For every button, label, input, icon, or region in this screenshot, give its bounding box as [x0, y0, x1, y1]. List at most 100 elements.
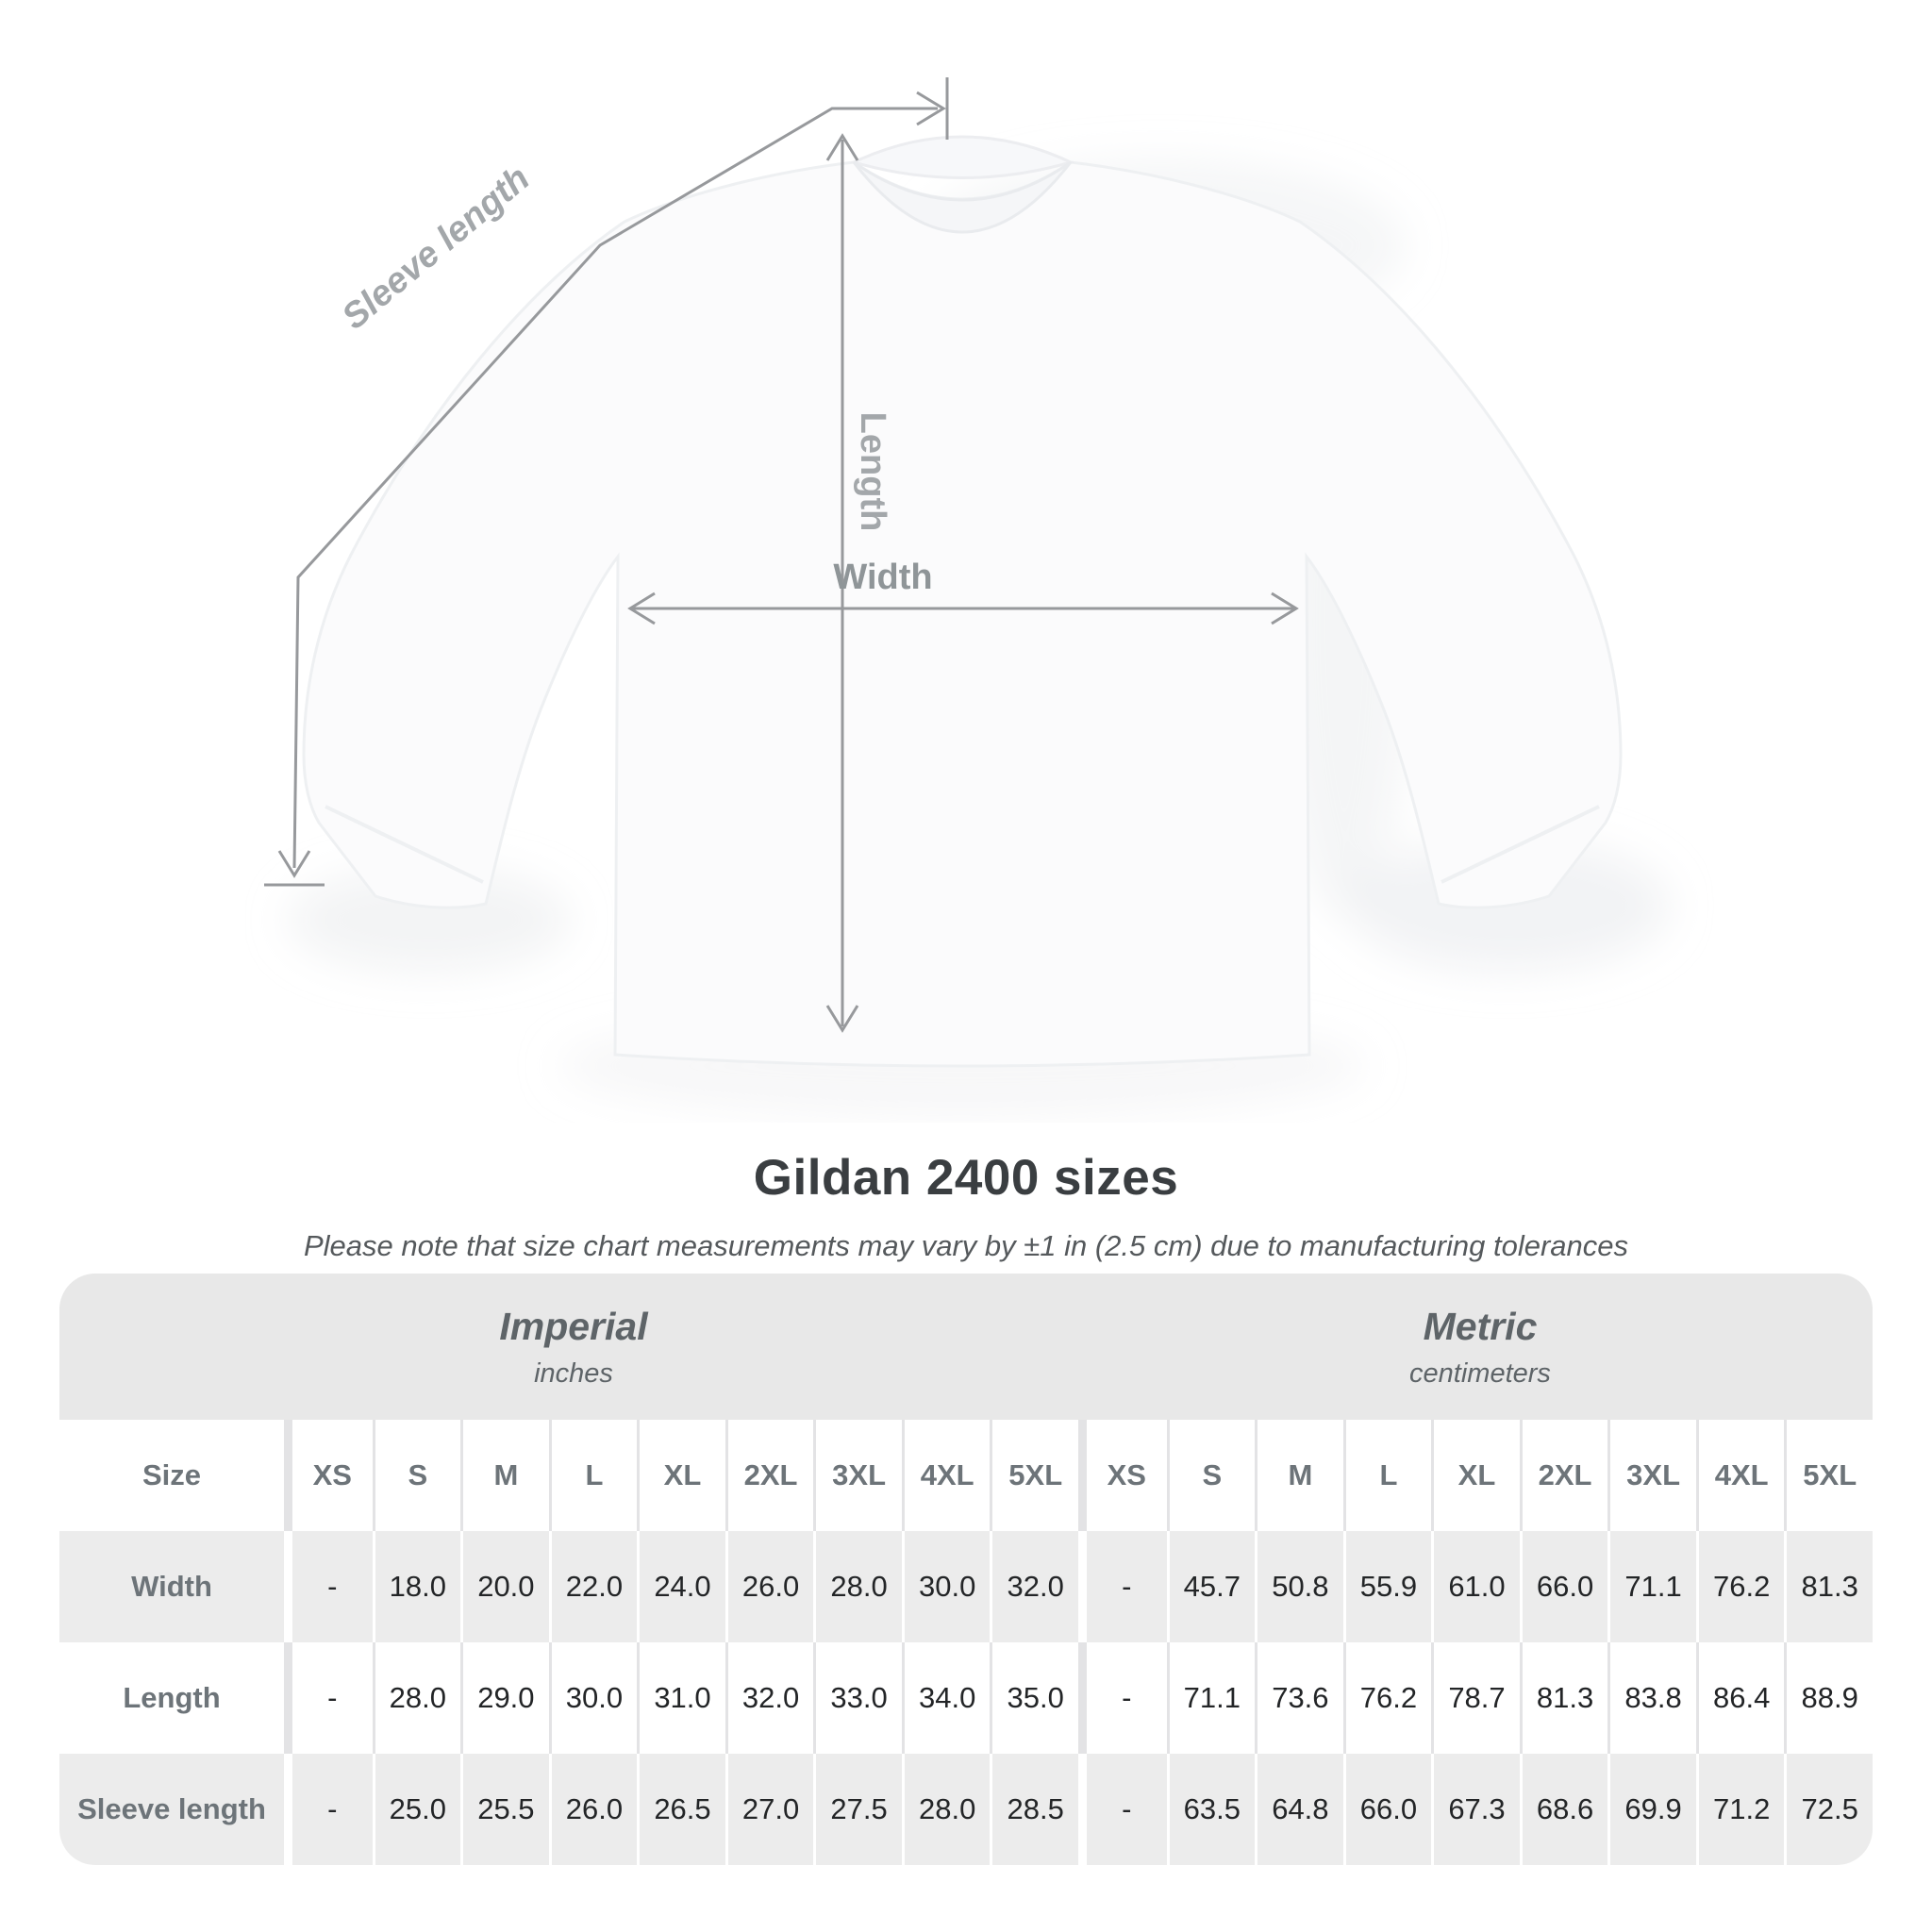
- length-arrow-up-icon: [825, 133, 859, 161]
- measurement-cell: -: [284, 1754, 373, 1865]
- metric-label: Metric: [1423, 1304, 1538, 1348]
- size-corner-label: Size: [142, 1458, 202, 1491]
- measurement-cell: -: [1078, 1531, 1167, 1642]
- measurement-cell: 30.0: [548, 1642, 638, 1754]
- width-arrow-left-icon: [627, 591, 656, 625]
- size-column-header: XL: [637, 1420, 725, 1531]
- width-arrow-right-icon: [1271, 591, 1299, 625]
- size-column-header: S: [1166, 1420, 1256, 1531]
- size-column-header: 3XL: [813, 1420, 902, 1531]
- length-label: Length: [853, 412, 892, 532]
- imperial-header: Imperial inches: [59, 1274, 1088, 1420]
- measurement-cell: 71.2: [1695, 1754, 1785, 1865]
- page-title: Gildan 2400 sizes: [753, 1150, 1179, 1206]
- measurement-cell: -: [284, 1531, 373, 1642]
- measurement-cell: 27.5: [813, 1754, 902, 1865]
- measurement-cell: 35.0: [990, 1642, 1078, 1754]
- measurement-row: Length -28.0 29.0 30.0 31.0 32.0 33.0 34.0 35.0-…: [59, 1642, 1873, 1754]
- measurement-cell: 83.8: [1607, 1642, 1696, 1754]
- measurement-cell: 34.0: [901, 1642, 991, 1754]
- measurement-cell: 69.9: [1607, 1754, 1696, 1865]
- size-column-header: XL: [1431, 1420, 1520, 1531]
- size-table: Imperial inches Metric centimeters Size X…: [59, 1274, 1873, 1865]
- shirt-left-cuff-seam: [325, 805, 484, 884]
- measurement-cell: 25.5: [460, 1754, 549, 1865]
- measurement-cell: 33.0: [813, 1642, 902, 1754]
- measurement-cell: 71.1: [1607, 1531, 1696, 1642]
- size-grid: Size XS S M L XL 2XL 3XL 4XL 5XL XS S M L XL 2XL 3XL 4XL 5…: [59, 1420, 1873, 1865]
- measurement-cell: 71.1: [1166, 1642, 1256, 1754]
- measurement-cell: 18.0: [372, 1531, 461, 1642]
- measurement-cell: 73.6: [1255, 1642, 1343, 1754]
- measurement-cell: 81.3: [1519, 1642, 1608, 1754]
- measurement-cell: 64.8: [1255, 1754, 1343, 1865]
- row-label: Width: [131, 1570, 212, 1603]
- measurement-cell: 25.0: [372, 1754, 461, 1865]
- title-block: Gildan 2400 sizes Please note that size …: [0, 1149, 1932, 1263]
- row-label: Length: [123, 1681, 221, 1714]
- metric-header: Metric centimeters: [1088, 1274, 1873, 1420]
- size-column-header: M: [1255, 1420, 1343, 1531]
- sleeve-length-arrow-down-icon: [277, 850, 311, 878]
- size-column-header: 4XL: [1695, 1420, 1785, 1531]
- measurement-cell: 28.0: [372, 1642, 461, 1754]
- imperial-unit-label: inches: [534, 1357, 613, 1389]
- measurement-cell: 50.8: [1255, 1531, 1343, 1642]
- measurement-cell: 28.5: [990, 1754, 1078, 1865]
- measurement-cell: 30.0: [901, 1531, 991, 1642]
- measurement-row: Sleeve length -25.0 25.5 26.0 26.5 27.0 27.5 28…: [59, 1754, 1873, 1865]
- measurement-cell: 76.2: [1342, 1642, 1432, 1754]
- imperial-label: Imperial: [499, 1304, 648, 1348]
- measurement-cell: 26.0: [724, 1531, 814, 1642]
- sleeve-length-label: Sleeve length: [335, 158, 538, 338]
- measurement-cell: 78.7: [1431, 1642, 1520, 1754]
- measurement-cell: -: [284, 1642, 373, 1754]
- measurement-cell: 20.0: [460, 1531, 549, 1642]
- unit-header-band: Imperial inches Metric centimeters: [59, 1274, 1873, 1420]
- measurement-cell: 86.4: [1695, 1642, 1785, 1754]
- size-column-header: 2XL: [1519, 1420, 1608, 1531]
- shirt-mockup: [302, 135, 1623, 1068]
- measurement-cell: -: [1078, 1754, 1167, 1865]
- size-column-header: L: [1342, 1420, 1432, 1531]
- measurement-cell: 28.0: [901, 1754, 991, 1865]
- size-column-header: 4XL: [901, 1420, 991, 1531]
- size-header-row: Size XS S M L XL 2XL 3XL 4XL 5XL XS S M L XL 2XL 3XL 4XL 5…: [59, 1420, 1873, 1531]
- size-column-header: L: [548, 1420, 638, 1531]
- measurement-cell: 66.0: [1342, 1754, 1432, 1865]
- measurement-cell: 81.3: [1784, 1531, 1873, 1642]
- measurement-cell: 67.3: [1431, 1754, 1520, 1865]
- shirt-measurement-diagram: Sleeve length Length Width: [264, 77, 1670, 1118]
- measurement-cell: 22.0: [548, 1531, 638, 1642]
- measurement-cell: 45.7: [1166, 1531, 1256, 1642]
- size-column-header: 2XL: [724, 1420, 814, 1531]
- sleeve-length-arrow-right-icon: [916, 91, 946, 126]
- measurement-cell: 28.0: [813, 1531, 902, 1642]
- measurement-cell: 24.0: [637, 1531, 725, 1642]
- measurement-cell: 32.0: [724, 1642, 814, 1754]
- measurement-cell: 29.0: [460, 1642, 549, 1754]
- metric-unit-label: centimeters: [1409, 1357, 1551, 1389]
- measurement-row: Width -18.0 20.0 22.0 24.0 26.0 28.0 30.0 32.0-4…: [59, 1531, 1873, 1642]
- size-column-header: 5XL: [990, 1420, 1078, 1531]
- length-arrow-down-icon: [825, 1005, 859, 1033]
- measurement-cell: -: [1078, 1642, 1167, 1754]
- measurement-cell: 76.2: [1695, 1531, 1785, 1642]
- measurement-cell: 68.6: [1519, 1754, 1608, 1865]
- row-label: Sleeve length: [77, 1792, 266, 1825]
- measurement-cell: 63.5: [1166, 1754, 1256, 1865]
- dimension-lines: [264, 77, 1299, 1033]
- shirt-body: [302, 160, 1623, 1068]
- size-column-header: S: [372, 1420, 461, 1531]
- size-column-header: XS: [1078, 1420, 1167, 1531]
- measurement-cell: 26.0: [548, 1754, 638, 1865]
- width-label: Width: [833, 558, 932, 597]
- measurement-cell: 31.0: [637, 1642, 725, 1754]
- size-column-header: M: [460, 1420, 549, 1531]
- sleeve-length-line: [292, 107, 938, 869]
- measurement-cell: 88.9: [1784, 1642, 1873, 1754]
- measurement-cell: 66.0: [1519, 1531, 1608, 1642]
- measurement-cell: 32.0: [990, 1531, 1078, 1642]
- size-column-header: 5XL: [1784, 1420, 1873, 1531]
